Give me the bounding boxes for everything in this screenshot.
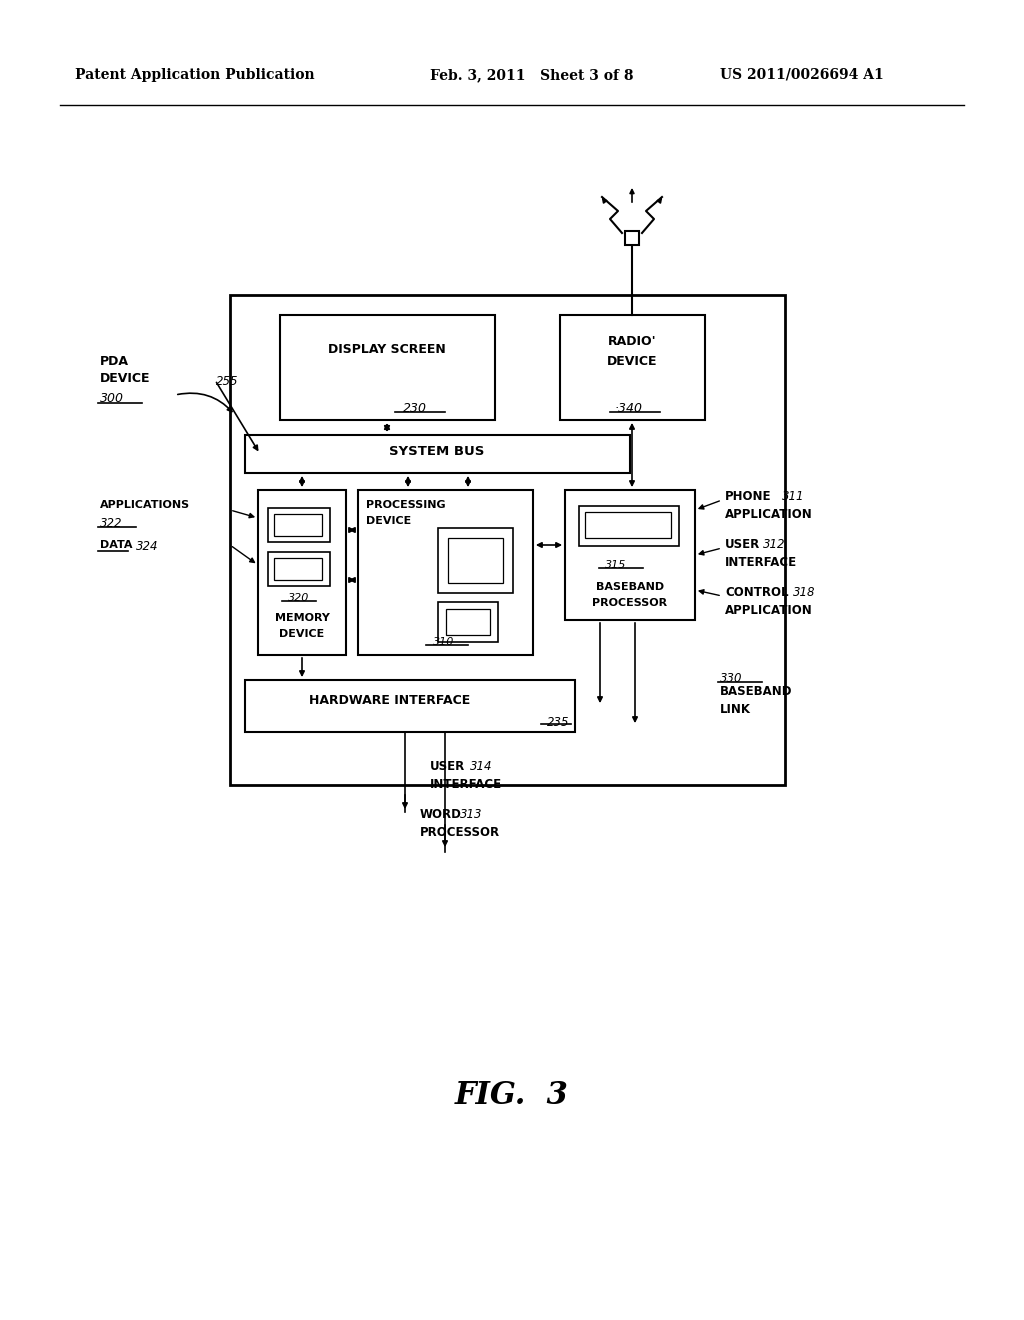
Text: DEVICE: DEVICE — [607, 355, 657, 368]
Bar — [245, 680, 575, 733]
Bar — [274, 558, 322, 579]
Text: APPLICATION: APPLICATION — [725, 605, 813, 616]
Bar — [268, 508, 330, 543]
Bar — [565, 490, 695, 620]
Text: LINK: LINK — [720, 704, 751, 715]
Text: SYSTEM BUS: SYSTEM BUS — [389, 445, 484, 458]
Text: 330: 330 — [720, 672, 742, 685]
Bar — [579, 506, 679, 546]
Text: PHONE: PHONE — [725, 490, 771, 503]
Text: 300: 300 — [100, 392, 124, 405]
Bar — [585, 512, 671, 539]
Text: Patent Application Publication: Patent Application Publication — [75, 69, 314, 82]
Text: MEMORY: MEMORY — [274, 612, 330, 623]
Text: CONTROL: CONTROL — [725, 586, 788, 599]
Text: 311: 311 — [782, 490, 805, 503]
Text: BASEBAND: BASEBAND — [596, 582, 664, 591]
Text: PROCESSOR: PROCESSOR — [593, 598, 668, 609]
Bar — [446, 609, 490, 635]
Text: INTERFACE: INTERFACE — [430, 777, 502, 791]
Text: 310: 310 — [433, 638, 455, 647]
Text: Feb. 3, 2011   Sheet 3 of 8: Feb. 3, 2011 Sheet 3 of 8 — [430, 69, 634, 82]
Text: DATA: DATA — [100, 540, 132, 550]
Text: USER: USER — [430, 760, 465, 774]
Text: 322: 322 — [100, 517, 123, 531]
Text: BASEBAND: BASEBAND — [720, 685, 793, 698]
Bar — [268, 552, 330, 586]
Bar — [230, 294, 785, 785]
Text: US 2011/0026694 A1: US 2011/0026694 A1 — [720, 69, 884, 82]
Bar — [280, 315, 495, 420]
Text: 324: 324 — [136, 540, 159, 553]
Text: FIG.  3: FIG. 3 — [455, 1080, 569, 1111]
Text: USER: USER — [725, 539, 760, 550]
Bar — [560, 315, 705, 420]
Text: 314: 314 — [470, 760, 493, 774]
Text: WORD: WORD — [420, 808, 462, 821]
Text: 313: 313 — [460, 808, 482, 821]
Text: 318: 318 — [793, 586, 815, 599]
Text: APPLICATIONS: APPLICATIONS — [100, 500, 190, 510]
Text: APPLICATION: APPLICATION — [725, 508, 813, 521]
Text: ·340: ·340 — [615, 403, 643, 414]
Text: HARDWARE INTERFACE: HARDWARE INTERFACE — [309, 694, 471, 708]
Text: 230: 230 — [403, 403, 427, 414]
Text: 312: 312 — [763, 539, 785, 550]
Text: DISPLAY SCREEN: DISPLAY SCREEN — [328, 343, 445, 356]
Text: PROCESSOR: PROCESSOR — [420, 826, 500, 840]
Text: DEVICE: DEVICE — [100, 372, 151, 385]
Bar — [274, 513, 322, 536]
Bar — [245, 436, 630, 473]
Text: PDA: PDA — [100, 355, 129, 368]
Text: PROCESSING: PROCESSING — [366, 500, 445, 510]
Text: 255: 255 — [216, 375, 239, 388]
Text: 315: 315 — [605, 560, 627, 570]
Bar — [258, 490, 346, 655]
Bar — [438, 528, 513, 593]
Bar — [358, 490, 534, 655]
Text: 320: 320 — [288, 593, 309, 603]
Bar — [625, 231, 639, 246]
Text: DEVICE: DEVICE — [280, 630, 325, 639]
Text: 235: 235 — [547, 715, 569, 729]
Text: DEVICE: DEVICE — [366, 516, 412, 525]
Text: INTERFACE: INTERFACE — [725, 556, 797, 569]
Bar — [438, 602, 498, 642]
Text: RADIO': RADIO' — [607, 335, 656, 348]
Bar — [449, 539, 503, 583]
